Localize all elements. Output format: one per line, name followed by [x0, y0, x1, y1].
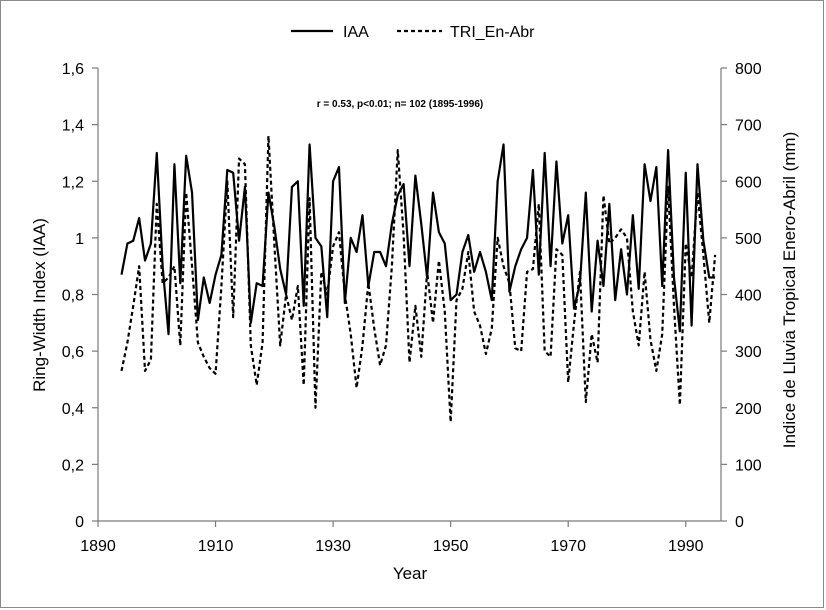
series-group [120, 134, 717, 424]
legend-label-iaa: IAA [343, 24, 369, 41]
y-left-tick-label: 0,8 [62, 288, 84, 305]
x-tick-label: 1910 [198, 538, 234, 555]
y-right-tick-label: 600 [735, 174, 762, 191]
x-axis-title: Year [393, 564, 428, 583]
y-axis-right-title: Indice de Lluvia Tropical Enero-Abril (m… [780, 132, 799, 449]
y-left-tick-label: 0,4 [62, 401, 84, 418]
y-right-tick-label: 700 [735, 118, 762, 135]
x-tick-label: 1950 [433, 538, 469, 555]
correlation-annotation: r = 0.53, p<0.01; n= 102 (1895-1996) [317, 99, 484, 110]
y-left-tick-label: 1,4 [62, 118, 84, 135]
y-right-tick-label: 500 [735, 231, 762, 248]
x-tick-label: 1930 [315, 538, 351, 555]
y-left-tick-label: 0 [75, 514, 84, 531]
y-left-tick-label: 1,2 [62, 174, 84, 191]
y-axis-left-title: Ring-Width Index (IAA) [30, 218, 49, 392]
y-left-tick-label: 0,6 [62, 344, 84, 361]
y-left-tick-label: 1 [75, 231, 84, 248]
x-tick-label: 1990 [668, 538, 704, 555]
y-right-tick-label: 0 [735, 514, 744, 531]
y-left-tick-label: 1,6 [62, 61, 84, 78]
series-line-tri [120, 134, 717, 424]
y-left-tick-label: 0,2 [62, 457, 84, 474]
series-line-iaa [120, 143, 716, 336]
y-right-tick-label: 200 [735, 401, 762, 418]
y-right-tick-label: 100 [735, 457, 762, 474]
y-right-tick-label: 800 [735, 61, 762, 78]
x-tick-label: 1890 [80, 538, 116, 555]
y-right-tick-label: 400 [735, 288, 762, 305]
tick-group: 1890 1910 1930 1950 1970 1990 0 0,2 0,4 0,6 0,8 1 1,… [62, 61, 762, 555]
legend: IAA TRI_En-Abr [291, 24, 535, 41]
x-tick-label: 1970 [550, 538, 586, 555]
y-right-tick-label: 300 [735, 344, 762, 361]
legend-label-tri: TRI_En-Abr [450, 24, 535, 41]
